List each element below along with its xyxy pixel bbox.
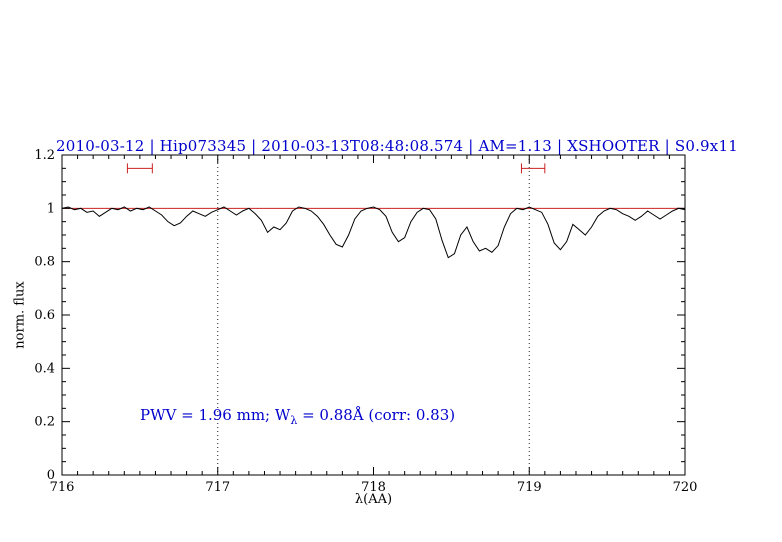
x-tick-label: 716	[50, 480, 75, 495]
x-axis-label: λ(AA)	[354, 492, 393, 507]
y-tick-label: 0.6	[34, 308, 55, 323]
y-tick-label: 0.8	[34, 255, 55, 270]
y-tick-label: 0	[47, 468, 55, 483]
plot-title: 2010-03-12 | Hip073345 | 2010-03-13T08:4…	[56, 137, 738, 155]
axes-box	[61, 154, 686, 476]
x-tick-label: 717	[205, 480, 230, 495]
x-tick-label: 719	[517, 480, 542, 495]
pwv-annotation-text: PWV = 1.96 mm; W	[140, 406, 291, 424]
y-tick-label: 1	[47, 201, 55, 216]
pwv-annotation: PWV = 1.96 mm; Wλ = 0.88Å (corr: 0.83)	[140, 406, 455, 427]
x-tick-label: 720	[673, 480, 698, 495]
spectrum-line	[61, 206, 686, 259]
y-axis-label: norm. flux	[12, 281, 28, 349]
y-tick-label: 0.4	[34, 361, 55, 376]
pwv-annotation-subscript: λ	[290, 414, 298, 427]
y-tick-label: 1.2	[34, 148, 55, 163]
x-tick-label: 718	[361, 480, 386, 495]
pwv-annotation-text-2: = 0.88Å (corr: 0.83)	[297, 406, 456, 424]
y-tick-label: 0.2	[34, 415, 55, 430]
